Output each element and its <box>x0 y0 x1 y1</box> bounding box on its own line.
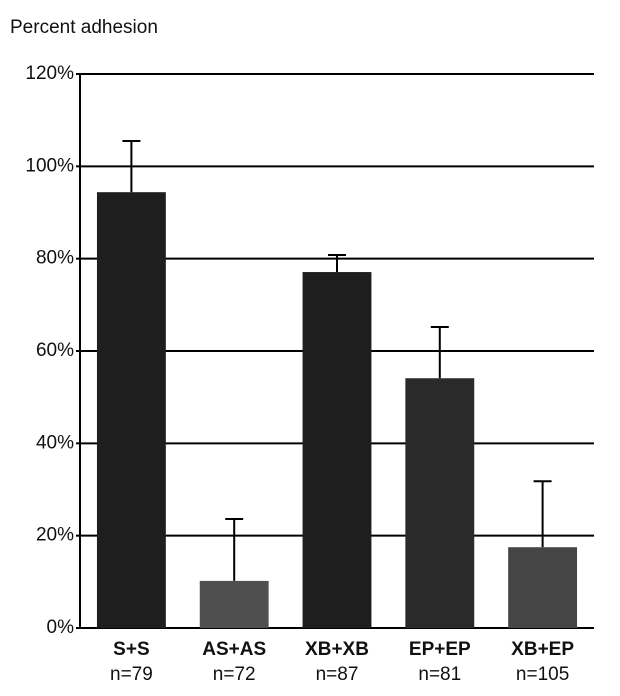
sample-size-label: n=72 <box>213 664 256 685</box>
y-tick-label: 40% <box>36 432 74 453</box>
y-tick-label: 100% <box>25 155 74 176</box>
y-tick-label: 80% <box>36 248 74 269</box>
x-tick-label: AS+AS <box>202 639 266 660</box>
y-axis-label: Percent adhesion <box>10 17 158 38</box>
sample-size-label: n=79 <box>110 664 153 685</box>
y-tick-label: 0% <box>47 617 75 638</box>
y-tick-label: 60% <box>36 340 74 361</box>
bar <box>405 378 475 628</box>
bar <box>199 580 269 628</box>
sample-size-label: n=81 <box>418 664 461 685</box>
bar <box>508 547 578 628</box>
x-tick-label: XB+EP <box>511 639 574 660</box>
bar <box>302 272 372 628</box>
y-tick-label: 120% <box>25 63 74 84</box>
x-tick-label: EP+EP <box>409 639 471 660</box>
y-tick-label: 20% <box>36 525 74 546</box>
bar <box>96 192 166 629</box>
x-tick-label: XB+XB <box>305 639 369 660</box>
sample-size-label: n=105 <box>516 664 569 685</box>
x-tick-label: S+S <box>113 639 149 660</box>
sample-size-label: n=87 <box>316 664 359 685</box>
